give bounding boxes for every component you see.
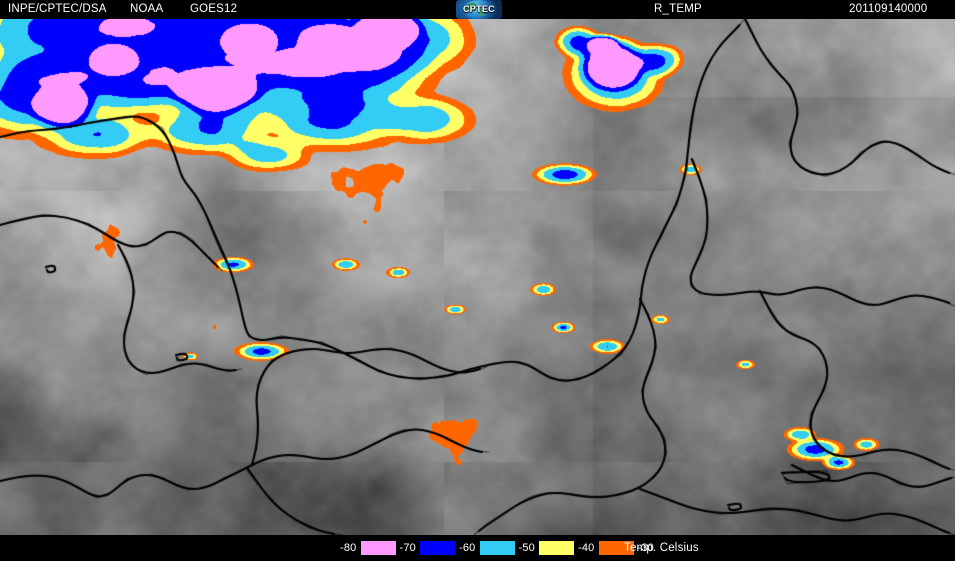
colorbar-units-label: Temp. Celsius <box>624 542 699 554</box>
colorbar-swatch <box>420 541 455 555</box>
colorbar-tick-label: -70 <box>395 541 420 555</box>
colorbar-tick-label: -60 <box>455 541 480 555</box>
colorbar-legend: -80 -70 -60 -50 -40 -30 Temp. Celsius <box>0 535 955 561</box>
colorbar-swatch <box>479 541 515 555</box>
globe-landmass-secondary-icon <box>478 8 486 16</box>
header-agency-label: NOAA <box>130 3 164 15</box>
colorbar-tick-label: -40 <box>574 541 599 555</box>
satellite-image-panel <box>0 19 955 535</box>
header-datetime-label: 201109140000 <box>849 3 928 15</box>
satellite-image-canvas <box>0 19 955 535</box>
colorbar-tick-label: -80 <box>336 541 361 555</box>
colorbar-tick-label: -50 <box>514 541 539 555</box>
header-bar: INPE/CPTEC/DSA NOAA GOES12 R_TEMP 201109… <box>0 0 955 19</box>
header-source-label: INPE/CPTEC/DSA <box>8 3 107 15</box>
colorbar-scale: -80 -70 -60 -50 -40 -30 <box>336 541 658 555</box>
cptec-logo-icon: CPTEC <box>456 0 502 19</box>
colorbar-tick-label: -30 <box>633 541 658 555</box>
colorbar-swatch <box>539 541 574 555</box>
header-product-label: R_TEMP <box>654 3 702 15</box>
header-satellite-label: GOES12 <box>190 3 238 15</box>
colorbar-swatch <box>598 541 634 555</box>
cptec-wordmark: CPTEC <box>462 4 495 14</box>
colorbar-swatch <box>360 541 396 555</box>
